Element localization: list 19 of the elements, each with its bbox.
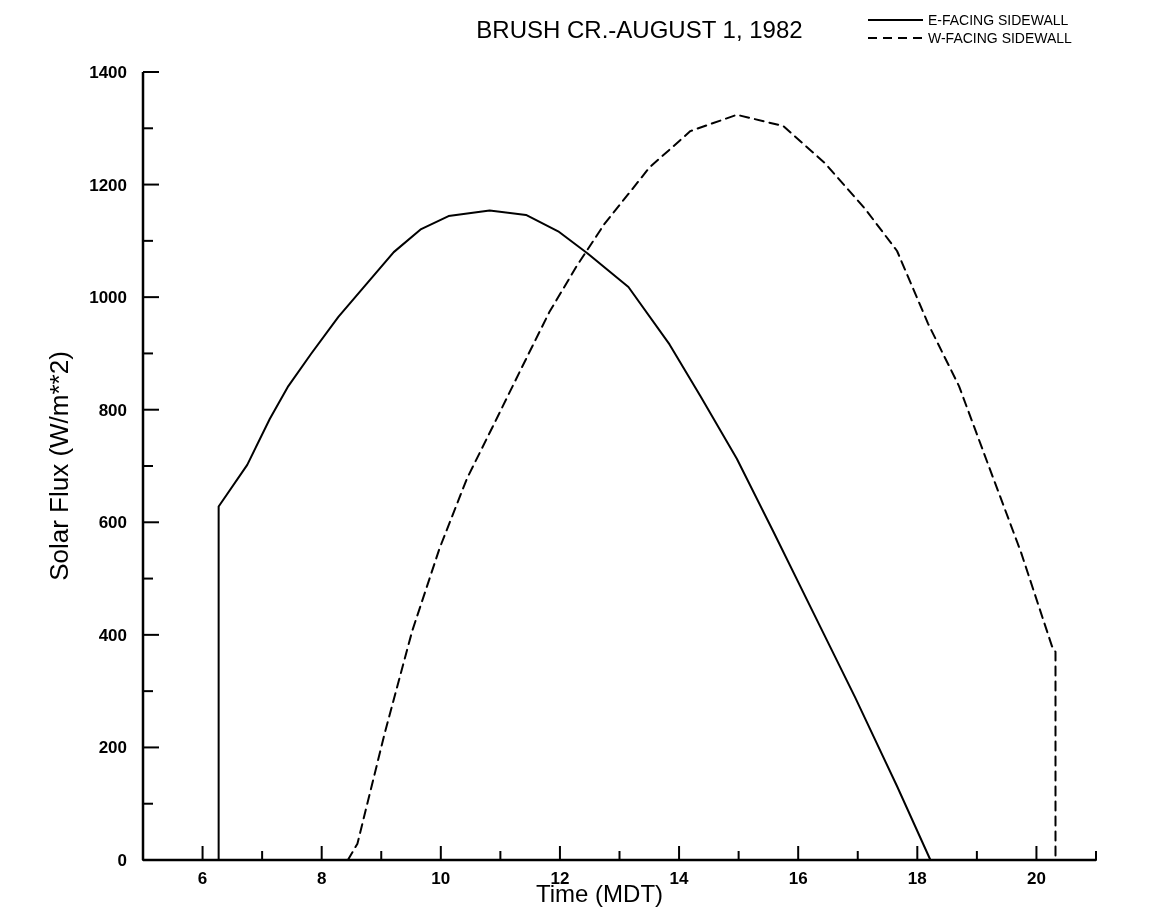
y-tick-label: 400 <box>98 625 127 645</box>
y-axis-title: Solar Flux (W/m**2) <box>44 351 74 581</box>
x-tick-label: 6 <box>197 869 208 888</box>
x-tick-label: 16 <box>788 869 808 888</box>
x-tick-label: 8 <box>316 869 327 888</box>
y-tick-label: 1400 <box>89 63 127 82</box>
x-tick-label: 20 <box>1026 869 1046 888</box>
y-tick-label: 800 <box>98 400 127 420</box>
x-tick-label: 18 <box>907 869 927 888</box>
x-tick-label: 14 <box>669 869 690 888</box>
y-tick-label: 600 <box>98 513 127 533</box>
chart-title: BRUSH CR.-AUGUST 1, 1982 <box>476 16 803 43</box>
legend-label: E-FACING SIDEWALL <box>928 12 1069 28</box>
legend-label: W-FACING SIDEWALL <box>928 30 1073 46</box>
y-tick-label: 1000 <box>89 288 127 308</box>
x-tick-label: 10 <box>431 869 451 888</box>
y-tick-label: 0 <box>117 851 127 870</box>
y-tick-label: 200 <box>98 738 127 758</box>
y-tick-label: 1200 <box>89 175 127 195</box>
